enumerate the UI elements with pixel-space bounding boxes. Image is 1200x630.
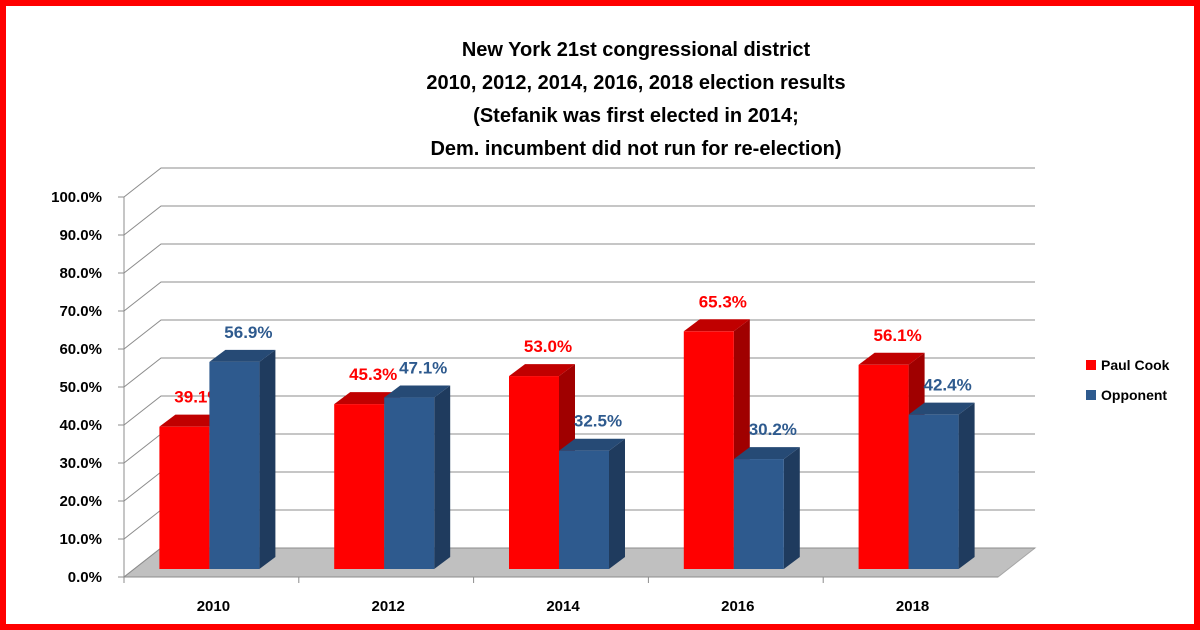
chart-title-line-2: 2010, 2012, 2014, 2016, 2018 election re… [426,72,846,94]
x-category-label: 2010 [197,598,230,615]
data-label: 65.3% [699,292,747,311]
x-category-label: 2014 [546,598,580,615]
bar-side [609,438,625,569]
y-tick-label: 90.0% [59,227,102,244]
gridline [123,281,1035,312]
y-tick-label: 100.0% [51,189,102,206]
bar-top [334,392,401,405]
bar-top [509,364,575,377]
bar [908,414,959,569]
y-tick-label: 50.0% [59,379,102,396]
gridline [123,243,1035,274]
gridline [123,167,1035,198]
y-tick-label: 0.0% [68,569,102,586]
data-label: 30.2% [749,420,797,439]
gridline [123,205,1035,236]
bar-top [159,414,226,427]
data-label: 42.4% [923,376,971,395]
y-tick-label: 10.0% [59,531,102,548]
chart-title-line-1: New York 21st congressional district [461,39,811,61]
chart-title-line-4: Dem. incumbent did not run for re-electi… [430,138,842,160]
bar [683,331,734,569]
data-label: 53.0% [524,337,572,356]
y-tick-label: 80.0% [59,265,102,282]
y-tick-label: 60.0% [59,341,102,358]
x-category-label: 2018 [896,598,929,615]
bar [858,364,909,569]
bar-top [384,385,451,398]
bar [334,404,385,569]
y-tick-label: 40.0% [59,417,102,434]
legend-swatch [1086,390,1096,400]
bar-side [434,385,451,569]
bar-side [783,447,800,569]
bar [159,426,210,569]
bar-top [858,352,925,365]
x-category-label: 2016 [721,598,754,615]
bar [559,450,609,569]
data-label: 56.1% [873,326,921,345]
bar-side [259,349,276,569]
bar-top [908,402,975,415]
bar [209,361,260,569]
bar [733,459,784,569]
legend-label: Paul Cook [1101,357,1170,373]
chart-title: New York 21st congressional district 201… [336,34,936,166]
bar [384,397,435,569]
legend-swatch [1086,360,1096,370]
data-label: 45.3% [349,365,397,384]
bar-top [559,438,625,451]
chart-title-line-3: (Stefanik was first elected in 2014; [473,105,799,127]
bar [509,376,559,569]
bar-side [958,402,975,569]
data-label: 47.1% [399,359,447,378]
bar-top [209,349,276,362]
legend-label: Opponent [1101,387,1167,403]
data-label: 56.9% [224,323,272,342]
bar-top [733,447,800,460]
y-tick-label: 30.0% [59,455,102,472]
data-label: 32.5% [574,412,622,431]
bar-top [683,319,750,332]
y-tick-label: 70.0% [59,303,102,320]
x-category-label: 2012 [372,598,405,615]
y-tick-label: 20.0% [59,493,102,510]
